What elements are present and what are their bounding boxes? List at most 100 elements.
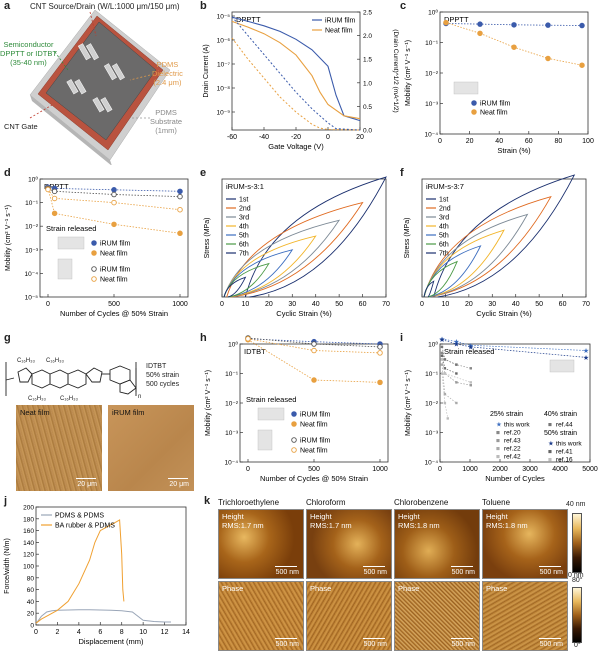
legend-label: ref.16 — [556, 457, 573, 464]
device-icon — [57, 258, 73, 280]
x-axis-label: Displacement (mm) — [78, 637, 144, 646]
data-point — [477, 30, 483, 37]
panel-h-label: h — [200, 332, 207, 344]
y-tick-label: 10⁻⁴ — [225, 460, 239, 467]
legend-label: ref.20 — [504, 430, 521, 437]
x-tick-label: 100 — [582, 138, 594, 145]
x-tick-label: 0 — [220, 301, 224, 308]
legend-label: iRUM film — [480, 101, 510, 108]
loop-6th — [423, 260, 458, 298]
data-point — [469, 367, 472, 370]
data-point — [377, 350, 383, 356]
y-tick-label: 0 — [30, 623, 34, 630]
data-point — [511, 22, 517, 28]
legend-label: 1st — [439, 197, 448, 204]
legend-marker: ■ — [548, 457, 552, 464]
semiconductor-label: Semiconductor DPPTT or IDTBT (35-40 nm) — [0, 40, 57, 67]
star-marker: ★ — [583, 347, 589, 355]
loop-3rd — [223, 219, 341, 298]
legend-label: iRUM film — [325, 18, 355, 25]
y-tick-label: 10⁻² — [25, 224, 39, 231]
data-point — [469, 381, 472, 384]
x-tick-label: 0 — [46, 301, 50, 308]
chart-title: Strain released — [444, 347, 494, 356]
data-point — [111, 191, 117, 198]
x-axis-label: Number of Cycles @ 50% Strain — [260, 474, 368, 483]
phase-label: Phase — [398, 584, 420, 593]
sub-1: C₁₆H₃₃ — [17, 358, 36, 364]
x-axis-label: Cyclic Strain (%) — [276, 309, 332, 318]
plot-frame — [421, 178, 587, 298]
cnt-source-drain-label: CNT Source/Drain (W/L:1000 μm/150 μm) — [30, 2, 180, 11]
data-point — [545, 55, 551, 62]
afm-height-2: Height RMS:1.7 nm 500 nm — [306, 509, 392, 579]
legend-label: 6th — [439, 242, 449, 249]
legend-label: Neat film — [300, 448, 328, 455]
x-tick-label: 20 — [356, 134, 364, 141]
x-tick-label: 0 — [326, 134, 330, 141]
loop-4th — [223, 235, 317, 298]
star-marker: ★ — [453, 341, 459, 349]
sub-2: C₁₆H₃₃ — [46, 358, 65, 364]
legend-title: iRUM-s-3:7 — [426, 182, 464, 191]
legend-label: ref.41 — [556, 449, 573, 456]
scale-text: 500 nm — [363, 569, 387, 576]
series-line-4 — [441, 373, 449, 419]
legend-label: ref.43 — [504, 438, 521, 445]
panel-g-label: g — [4, 332, 11, 344]
x-tick-label: 50 — [535, 301, 543, 308]
y-tick-label: 10⁻¹ — [425, 40, 439, 47]
x-axis-label: Number of Cycles — [485, 474, 545, 483]
y-axis-label: Drain Current (A) — [203, 44, 210, 97]
series-line-6 — [441, 339, 587, 358]
x-tick-label: 80 — [555, 138, 563, 145]
phase-label: Phase — [486, 584, 508, 593]
y-left-tick-label: 10⁻⁸ — [217, 86, 231, 93]
y-right-tick-label: 2.5 — [363, 10, 372, 17]
y-right-tick-label: 1.0 — [363, 80, 372, 87]
star-marker: ★ — [453, 338, 459, 346]
legend-marker — [91, 250, 97, 256]
cbar-phase-min: 0° — [574, 642, 581, 649]
series-log-1 — [231, 20, 361, 120]
sub-4: C₁₆H₃₃ — [60, 396, 79, 402]
loop-7th — [223, 276, 247, 298]
data-point — [111, 221, 117, 228]
scale-bar — [451, 565, 473, 567]
series-line-0 — [441, 338, 587, 351]
data-point — [446, 417, 449, 420]
x-tick-label: 30 — [488, 301, 496, 308]
data-point — [177, 188, 183, 195]
y-axis-label: Mobility (cm² V⁻¹ s⁻¹) — [205, 370, 212, 436]
chart-title: IDTBT — [244, 347, 266, 356]
legend-label: Neat film — [325, 28, 353, 35]
data-point — [311, 341, 317, 347]
x-tick-label: 0 — [34, 629, 38, 636]
x-tick-label: 10 — [442, 301, 450, 308]
x-tick-label: 4000 — [552, 466, 568, 473]
caption-cycles: 500 cycles — [146, 381, 180, 388]
data-point — [579, 62, 585, 68]
afm-phase-2: Phase 500 nm — [306, 581, 392, 651]
x-tick-label: 30 — [288, 301, 296, 308]
panel-f: f 0 10 20 30 40 50 60 70 Cyclic Strain (%) Stress… — [400, 165, 600, 330]
x-axis-label: Cyclic Strain (%) — [476, 309, 532, 318]
x-tick-label: 2 — [55, 629, 59, 636]
x-axis-label: Gate Voltage (V) — [268, 142, 324, 151]
device-icon — [549, 359, 575, 373]
mobility-strain-chart: DPPTT 0 20 40 60 80 100 10⁰ 10⁻¹ 10⁻² 10⁻³ 10⁻⁴ Stra… — [405, 9, 594, 156]
data-point — [440, 363, 444, 366]
legend-label: Neat film — [480, 110, 508, 117]
y-tick-label: 140 — [23, 540, 34, 547]
legend-label: 7th — [439, 251, 449, 258]
y-tick-label: 10⁻⁵ — [25, 295, 39, 302]
data-point — [511, 44, 517, 50]
legend-label: 3rd — [239, 215, 249, 222]
legend-label: 7th — [239, 251, 249, 258]
loop-6th — [223, 262, 270, 298]
data-point — [455, 363, 458, 366]
x-tick-label: 1000 — [372, 466, 388, 473]
phase-colorbar — [572, 587, 582, 643]
peel-test-chart: 0 2 4 6 8 10 12 14020406080100120140160180200Di… — [4, 505, 190, 647]
solvent-3: Chlorobenzene — [394, 498, 449, 507]
